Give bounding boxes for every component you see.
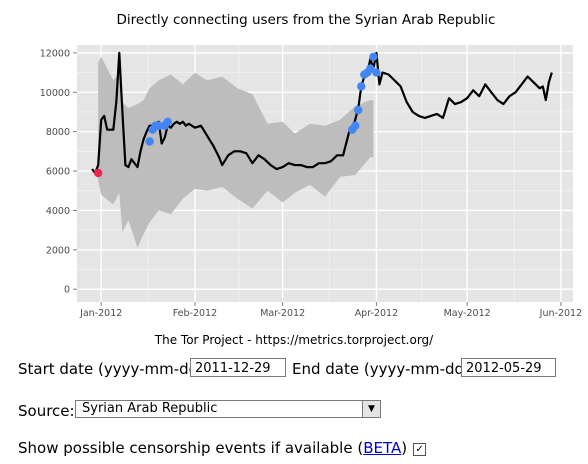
upturn-event-point — [357, 82, 366, 91]
y-tick-label: 10000 — [40, 88, 70, 99]
users-chart: Directly connecting users from the Syria… — [40, 12, 582, 319]
y-tick-label: 12000 — [40, 48, 70, 59]
source-label: Source: — [18, 402, 75, 420]
upturn-event-point — [163, 117, 172, 127]
x-tick-label: Mar-2012 — [260, 308, 305, 319]
downturn-event-point — [93, 168, 103, 178]
y-tick-label: 0 — [64, 285, 70, 296]
chart-title: Directly connecting users from the Syria… — [117, 12, 496, 28]
start-date-label: Start date (yyyy-mm-dd): — [18, 360, 210, 378]
upturn-event-point — [354, 105, 363, 115]
censorship-label: Show possible censorship events if avail… — [18, 439, 364, 457]
upturn-event-point — [154, 121, 163, 130]
x-tick-label: Feb-2012 — [173, 308, 217, 319]
y-tick-label: 4000 — [46, 206, 70, 217]
x-tick-label: Jan-2012 — [79, 308, 122, 319]
source-select[interactable]: Syrian Arab Republic ▼ — [75, 400, 381, 418]
censorship-label-close: ) — [401, 439, 408, 457]
censorship-row: Show possible censorship events if avail… — [18, 439, 427, 459]
y-tick-label: 6000 — [46, 167, 70, 178]
upturn-event-point — [351, 121, 360, 130]
chevron-down-icon[interactable]: ▼ — [362, 401, 380, 417]
x-tick-label: Jun-2012 — [539, 308, 582, 319]
end-date-label: End date (yyyy-mm-dd): — [292, 360, 475, 378]
users-line — [91, 51, 553, 175]
x-tick-label: May-2012 — [444, 308, 491, 319]
beta-link[interactable]: BETA — [363, 439, 402, 457]
axes: Jan-2012 Feb-2012 Mar-2012 Apr-2012 May-2012… — [40, 48, 582, 319]
upturn-event-point — [366, 64, 375, 73]
chart-caption: The Tor Project - https://metrics.torpro… — [154, 333, 434, 347]
event-markers — [93, 52, 381, 178]
upturn-event-point — [145, 137, 154, 146]
users-line-path — [91, 51, 553, 175]
y-tick-label: 8000 — [46, 127, 70, 138]
x-tick-label: Apr-2012 — [355, 308, 398, 319]
y-tick-label: 2000 — [46, 245, 70, 256]
upturn-event-point — [369, 52, 378, 62]
upturn-event-point — [372, 68, 381, 77]
source-selected-value: Syrian Arab Republic — [82, 401, 218, 416]
end-date-input[interactable]: 2012-05-29 — [461, 358, 556, 377]
start-date-input[interactable]: 2011-12-29 — [190, 358, 286, 377]
censorship-checkbox[interactable]: ✓ — [413, 443, 427, 456]
